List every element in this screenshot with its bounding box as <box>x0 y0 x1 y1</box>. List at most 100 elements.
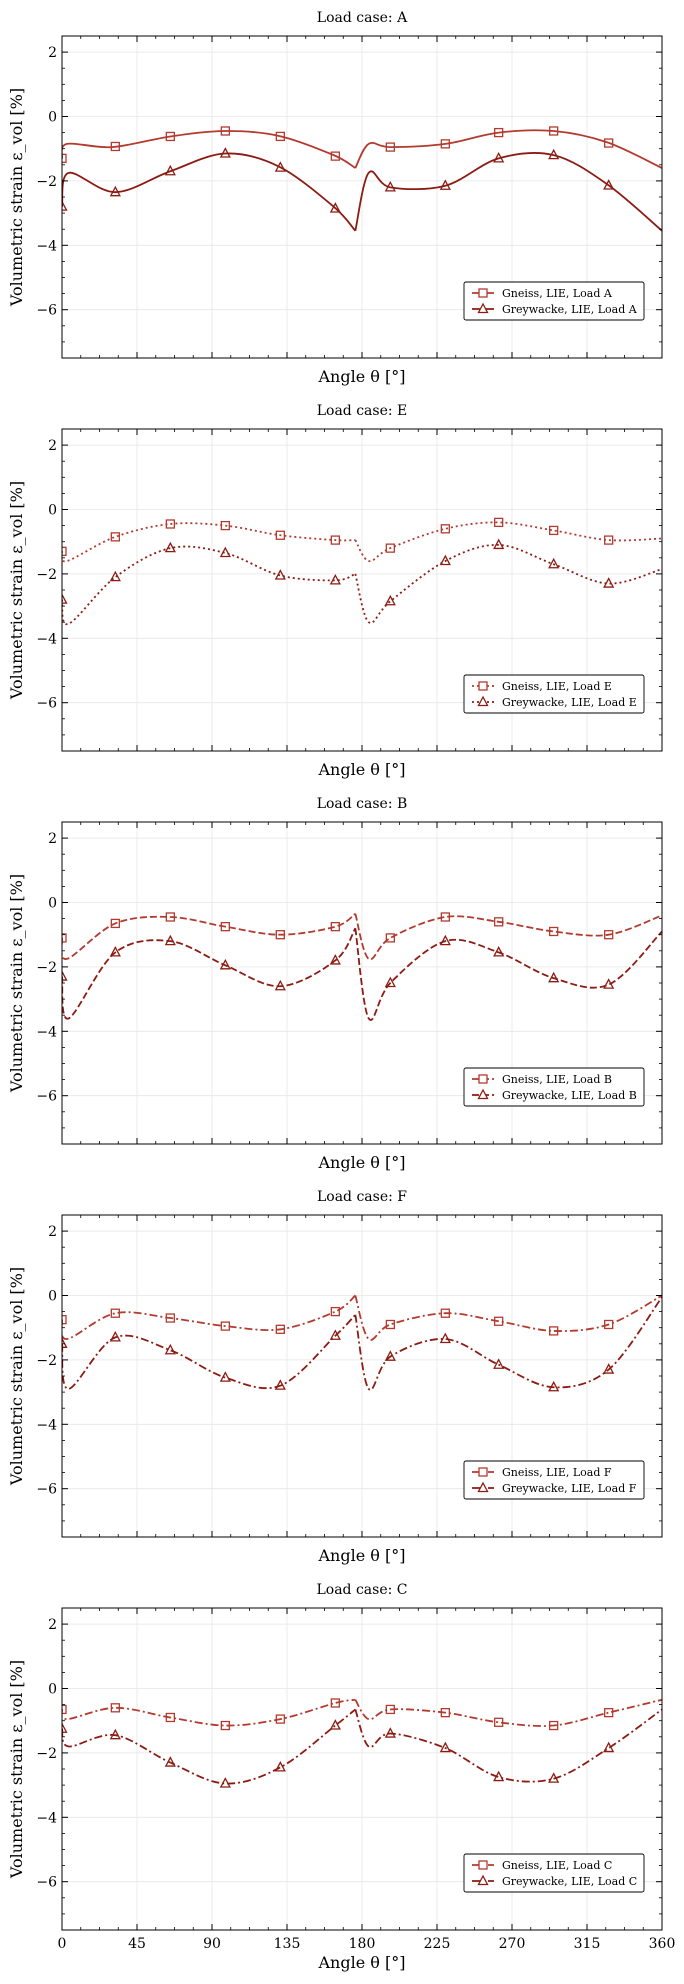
triangle-marker <box>62 970 68 981</box>
triangle-marker <box>603 577 615 588</box>
square-marker <box>330 151 340 161</box>
triangle-marker <box>493 946 505 957</box>
square-marker <box>330 1306 340 1317</box>
series-group <box>62 1294 662 1392</box>
triangle-marker <box>109 570 121 582</box>
legend-triangle-marker <box>477 1481 489 1493</box>
square-marker <box>549 525 559 536</box>
y-tick-label: 2 <box>48 45 57 61</box>
y-tick-label: −6 <box>36 1482 57 1498</box>
legend-label: Gneiss, LIE, Load B <box>502 1073 612 1086</box>
y-tick-label: −2 <box>36 567 57 583</box>
legend-box <box>463 281 645 321</box>
square-marker <box>549 926 559 937</box>
y-axis-label: Volumetric strain ε_vol [%] <box>7 1660 26 1879</box>
legend-triangle-marker <box>477 302 489 314</box>
chart-panel-2: Load case: B −6 −4 −2 0 2 Angle θ [°] Volumetri… <box>7 796 663 1172</box>
triangle-marker <box>329 573 341 585</box>
square-marker <box>604 1319 614 1330</box>
triangle-marker <box>548 557 560 569</box>
triangle-marker <box>62 200 68 211</box>
square-marker <box>110 141 120 152</box>
series-group <box>62 126 662 232</box>
legend-label: Greywacke, LIE, Load F <box>502 1482 637 1495</box>
triangle-marker <box>384 976 396 988</box>
series-line-greywacke <box>62 1708 662 1785</box>
triangle-marker <box>384 594 396 606</box>
triangle-marker <box>164 541 176 553</box>
square-marker <box>330 535 340 545</box>
square-marker <box>110 1308 120 1318</box>
chart-panel-3: Load case: F −6 −4 −2 0 2 Angle θ [°] Volumetri… <box>7 1189 663 1565</box>
triangle-marker <box>274 979 286 991</box>
square-marker <box>165 1313 175 1323</box>
chart-title: Load case: C <box>316 1582 407 1598</box>
y-tick-label: 0 <box>48 1682 57 1698</box>
legend: Gneiss, LIE, Load E Greywacke, LIE, Load … <box>463 674 645 714</box>
x-tick-label: 225 <box>424 1936 451 1952</box>
x-tick-label: 360 <box>649 1936 676 1952</box>
y-tick-label: −4 <box>36 1810 57 1826</box>
legend-label: Greywacke, LIE, Load C <box>502 1875 637 1888</box>
square-marker <box>220 520 230 531</box>
series-group <box>62 517 662 625</box>
triangle-marker <box>274 161 286 172</box>
square-marker <box>165 519 175 529</box>
x-axis-label: Angle θ [°] <box>318 760 406 779</box>
legend-label: Gneiss, LIE, Load E <box>502 680 612 693</box>
square-marker <box>604 930 614 940</box>
square-marker <box>440 1708 450 1718</box>
y-tick-label: 2 <box>48 1224 57 1240</box>
triangle-marker <box>548 148 560 160</box>
triangle-marker <box>439 934 451 946</box>
legend-label: Gneiss, LIE, Load F <box>502 1466 612 1479</box>
square-marker <box>385 142 395 152</box>
square-marker <box>275 131 285 142</box>
triangle-marker <box>493 1358 505 1369</box>
square-marker <box>275 1714 285 1724</box>
triangle-marker <box>329 954 341 965</box>
square-marker <box>385 1319 395 1330</box>
chart-title: Load case: E <box>317 403 408 419</box>
triangle-marker <box>329 202 341 213</box>
legend-box <box>463 674 645 714</box>
triangle-marker <box>219 546 231 558</box>
legend-label: Greywacke, LIE, Load A <box>502 303 638 316</box>
square-marker <box>220 922 230 932</box>
triangle-marker <box>274 569 286 580</box>
triangle-marker <box>109 185 121 197</box>
square-marker <box>220 1321 230 1331</box>
square-marker <box>494 1316 504 1326</box>
y-tick-label: 2 <box>48 831 57 847</box>
triangle-marker <box>274 1379 286 1390</box>
legend-box <box>463 1853 645 1893</box>
triangle-marker <box>109 946 121 957</box>
square-marker <box>440 1308 450 1318</box>
y-tick-label: −6 <box>36 1089 57 1105</box>
y-tick-label: −2 <box>36 1746 57 1762</box>
y-tick-label: 0 <box>48 1289 57 1305</box>
square-marker <box>110 1703 120 1713</box>
square-marker <box>62 1315 67 1325</box>
square-marker <box>604 138 614 148</box>
triangle-marker <box>384 1727 396 1738</box>
x-tick-label: 270 <box>499 1936 526 1952</box>
x-axis-label: Angle θ [°] <box>318 367 406 386</box>
triangle-marker <box>548 1380 560 1392</box>
square-marker <box>440 524 450 534</box>
x-axis-label: Angle θ [°] <box>318 1153 406 1172</box>
square-marker <box>494 1717 504 1727</box>
square-marker <box>62 546 67 557</box>
square-marker <box>494 917 504 927</box>
legend-triangle-marker <box>477 695 489 707</box>
triangle-marker <box>384 1350 396 1361</box>
square-marker <box>549 1326 559 1336</box>
triangle-marker <box>62 1722 68 1733</box>
triangle-marker <box>384 180 396 192</box>
series-line-gneiss <box>62 129 662 169</box>
triangle-marker <box>493 151 505 163</box>
triangle-marker <box>109 1728 121 1740</box>
legend: Gneiss, LIE, Load A Greywacke, LIE, Load … <box>463 281 645 321</box>
x-axis-label: Angle θ [°] <box>318 1953 406 1972</box>
triangle-marker <box>603 1741 615 1753</box>
